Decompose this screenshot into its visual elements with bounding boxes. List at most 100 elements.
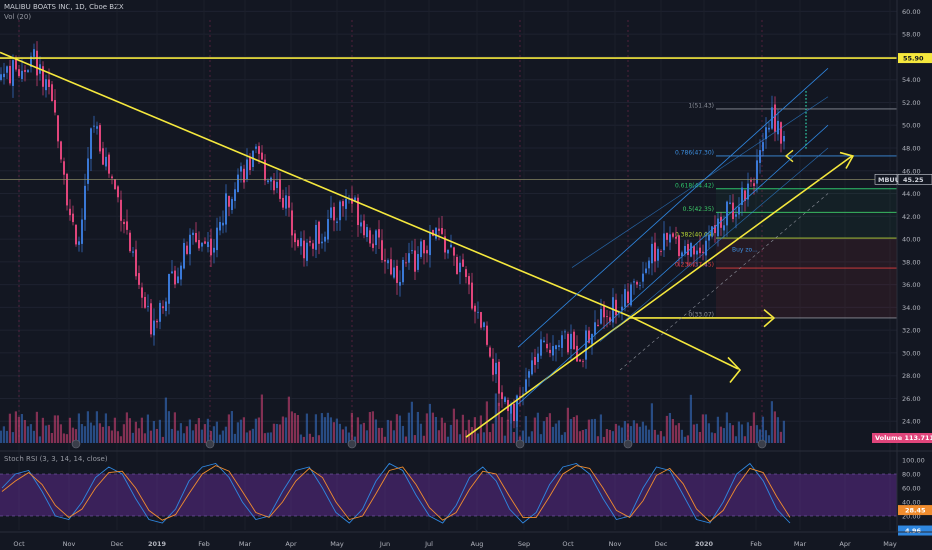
candle-body [279,179,281,199]
chart-title: MALIBU BOATS INC, 1D, Cboe BZX [4,3,124,11]
volume-bar [782,420,785,443]
volume-bar [467,419,470,443]
volume-bar [107,426,110,443]
drawings[interactable] [0,51,897,438]
candle-body [183,242,185,269]
volume-bar [176,430,179,443]
candle-body [219,222,221,231]
volume-bar [62,433,65,443]
candle-body [528,371,530,378]
volume-bar [494,393,497,443]
candle-body [603,306,605,318]
stoch-y-tick-label: 20.00 [902,513,921,521]
volume-bar [413,435,416,443]
volume-bar [113,417,116,443]
x-tick-label: 2019 [148,540,167,548]
candle-body [606,316,608,318]
volume-bar [89,422,92,443]
volume-bar [146,414,149,443]
volume-bar [452,408,455,443]
volume-bar [635,423,638,443]
volume-bar [755,425,758,443]
projection-arrow-down [629,315,739,370]
candle-body [504,397,506,402]
x-tick-label: Mar [794,540,807,548]
channel-upper [517,68,829,348]
candle-body [768,127,770,130]
volume-bar [278,424,281,443]
volume-bar [59,424,62,443]
volume-bar [437,430,440,443]
candle-body [621,306,623,311]
volume-bar [290,411,293,443]
candle-body [609,317,611,322]
volume-bar [380,427,383,443]
fibonacci-retracement[interactable]: 1(51.43)0.786(47.30)0.618(44.42)0.5(42.3… [675,102,897,318]
volume-bar [173,412,176,443]
candle-body [666,232,668,240]
fib-level-label: 0(33.07) [688,311,714,318]
channel-lower [517,124,829,405]
volume-bar [287,396,290,443]
candle-body [156,320,158,323]
volume-bar [149,430,152,443]
volume-bar [608,429,611,443]
candle-body [627,291,629,303]
volume-bar [293,413,296,443]
volume-bar [158,419,161,443]
candle-body [48,79,50,88]
candle-body [492,358,494,375]
y-tick-label: 26.00 [902,395,921,403]
candle-body [369,230,371,244]
candle-body [615,299,617,316]
candle-body [381,240,383,260]
candle-body [327,219,329,240]
candle-body [159,302,161,322]
candle-body [750,180,752,182]
volume-bar [623,421,626,443]
stoch-value-label: 28.45 [905,507,926,515]
volume-bar [68,417,71,443]
volume-bar [371,411,374,443]
candle-body [585,330,587,360]
volume-bar [338,423,341,443]
x-tick-label: May [330,540,344,548]
volume-bar [44,425,47,443]
candle-body [360,222,362,227]
candle-body [321,241,323,244]
volume-bar [305,413,308,443]
candle-body [633,281,635,283]
volume-tag-label: Volume 113.711K [875,434,932,442]
volume-title: Vol (20) [4,13,32,21]
volume-bar [557,420,560,443]
volume-bar [341,429,344,443]
volume-bar [536,412,539,443]
candle-body [237,174,239,193]
volume-bar [344,426,347,443]
y-tick-label: 42.00 [902,213,921,221]
volume-bar [575,415,578,443]
volume-bar [542,421,545,443]
volume-bar [2,426,5,443]
candle-body [393,267,395,278]
candle-body [222,222,224,226]
volume-bar [38,436,41,443]
price-tag-resistance-label: 55.90 [903,55,924,63]
candle-body [708,234,710,241]
candle-body [702,251,704,253]
stoch-value-tag [898,525,932,536]
volume-bar [629,426,632,443]
volume-bar [593,418,596,443]
fib-level-label: 0.382(40.09) [675,232,714,239]
candle-body [120,199,122,221]
candle-body [387,260,389,264]
candle-body [444,236,446,253]
volume-bar [581,429,584,443]
volume-bar [8,413,11,443]
candle-body [639,285,641,286]
candle-body [747,183,749,200]
volume-bar [26,426,29,443]
candle-body [93,125,95,127]
candle-body [432,229,434,236]
